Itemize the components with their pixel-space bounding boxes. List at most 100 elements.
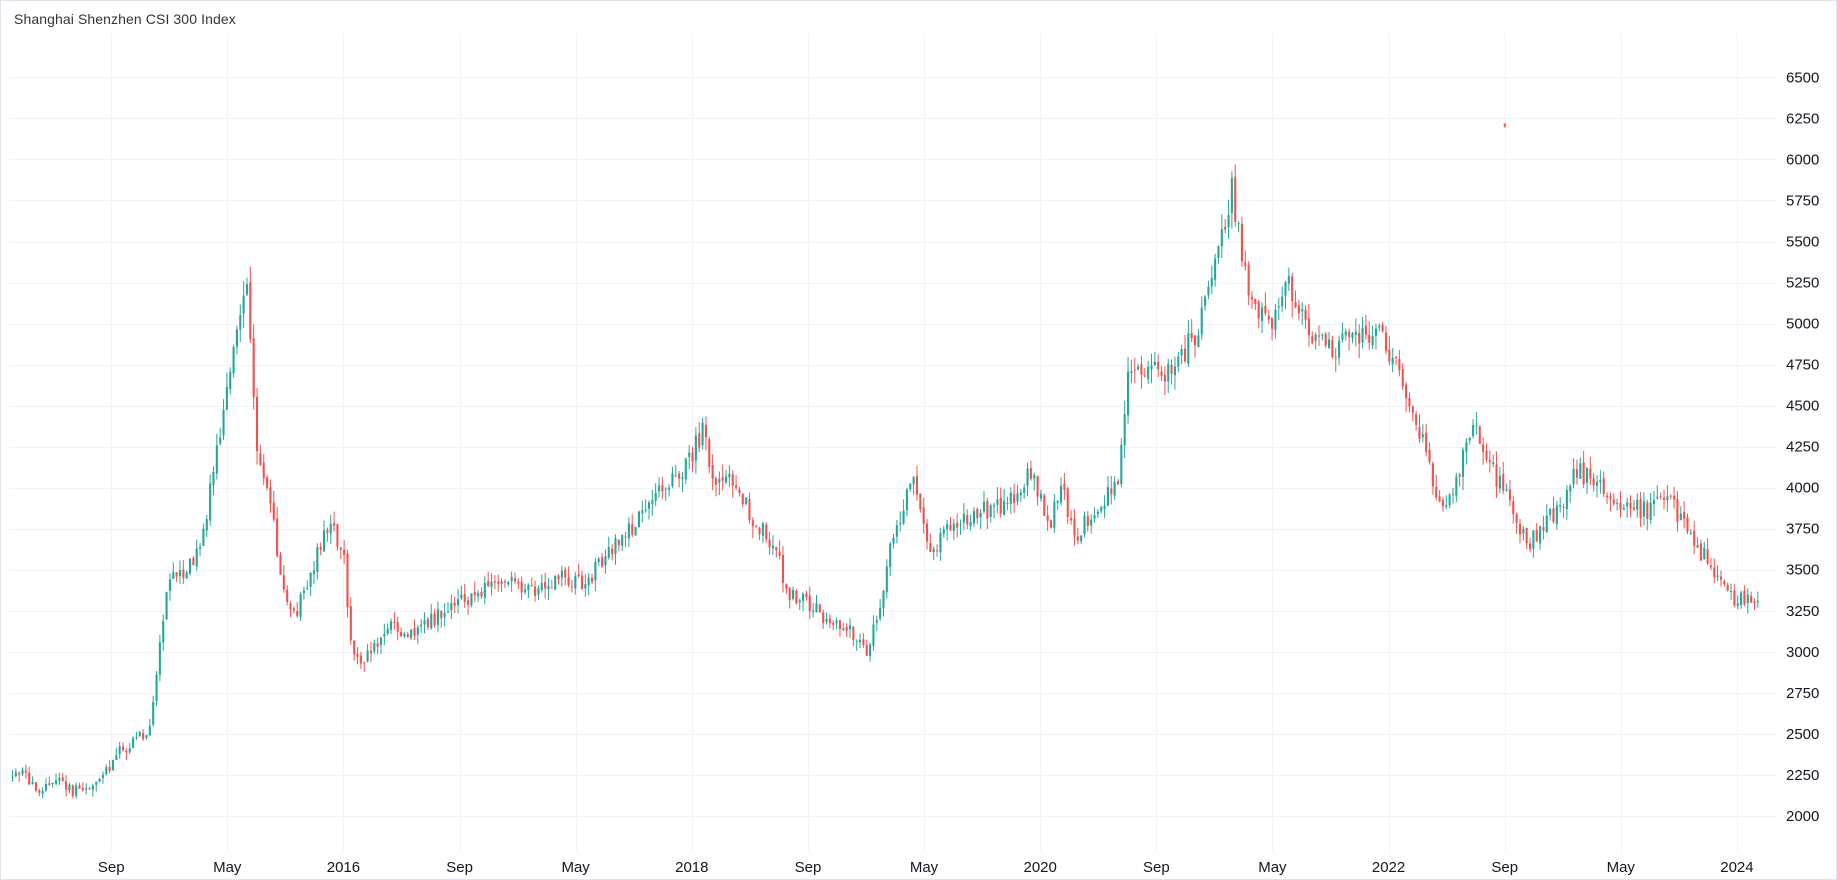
candle-body <box>1334 356 1337 358</box>
candle-down <box>1160 366 1163 382</box>
candle-body <box>1669 495 1672 497</box>
candle-body <box>1234 177 1237 222</box>
candle-body <box>1033 475 1036 479</box>
candle-body <box>319 546 322 550</box>
candle-up <box>1652 491 1656 517</box>
candle-down <box>1036 475 1039 506</box>
candle-body <box>1441 500 1444 507</box>
candle-body <box>1137 366 1140 370</box>
candle-body <box>989 505 992 518</box>
candle-down <box>741 493 744 508</box>
candle-body <box>520 582 523 593</box>
candle-body <box>838 620 841 630</box>
candle-up <box>1103 495 1106 519</box>
candle-up <box>1026 462 1029 496</box>
candle-body <box>647 502 651 509</box>
candle-up <box>1341 322 1344 343</box>
candle-down <box>1170 359 1173 385</box>
x-tick-label: May <box>1607 859 1636 876</box>
candle-up <box>158 635 161 682</box>
candle-body <box>708 439 711 467</box>
candle-up <box>942 525 945 538</box>
candle-down <box>1673 486 1676 509</box>
candle-down <box>359 651 362 669</box>
candle-down <box>1163 366 1166 395</box>
candle-up <box>1729 583 1733 600</box>
candle-body <box>781 554 785 583</box>
candle-body <box>128 748 131 752</box>
candle-down <box>1535 523 1538 543</box>
candle-up <box>188 557 192 576</box>
candle-body <box>590 577 594 582</box>
candle-up <box>111 759 115 771</box>
candle-body <box>915 476 919 495</box>
candle-down <box>852 626 855 647</box>
candle-body <box>1736 603 1739 606</box>
x-tick-label: Sep <box>98 859 125 876</box>
candle-body <box>296 611 299 616</box>
candle-body <box>621 534 624 546</box>
candle-body <box>540 583 543 591</box>
candle-body <box>336 524 339 547</box>
candle-down <box>1733 584 1736 608</box>
candle-up <box>242 281 245 329</box>
candle-body <box>18 773 21 775</box>
candle-up <box>162 614 165 651</box>
candle-body <box>1351 333 1354 339</box>
candle-body <box>741 493 744 505</box>
candle-down <box>570 579 573 593</box>
candle-body <box>1049 520 1053 528</box>
candle-up <box>1023 483 1026 499</box>
candle-body <box>1709 565 1712 568</box>
candle-body <box>986 500 989 519</box>
candle-down <box>453 596 456 614</box>
candle-body <box>1207 286 1210 296</box>
candle-body <box>627 523 630 539</box>
candle-down <box>276 506 279 558</box>
candle-up <box>1656 485 1659 500</box>
candle-body <box>1639 499 1642 519</box>
y-tick-label: 6250 <box>1786 110 1819 127</box>
y-tick-label: 2250 <box>1786 767 1819 784</box>
candle-body <box>1294 302 1297 308</box>
candle-down <box>1294 290 1297 309</box>
candle-down <box>182 560 185 585</box>
candle-up <box>1461 447 1465 491</box>
candle-down <box>517 578 520 590</box>
candle-up <box>1740 590 1743 609</box>
candle-body <box>611 548 614 555</box>
candle-down <box>698 422 701 453</box>
candle-down <box>1364 314 1367 340</box>
candle-down <box>788 587 791 609</box>
candle-down <box>480 587 483 599</box>
candle-up <box>1287 267 1290 291</box>
candle-body <box>523 589 527 593</box>
candle-up <box>1210 265 1213 295</box>
candle-body <box>1388 349 1391 362</box>
candle-body <box>51 782 54 785</box>
candle-up <box>460 585 463 601</box>
candle-up <box>791 586 795 601</box>
candle-body <box>88 788 91 790</box>
candle-down <box>966 509 969 530</box>
candle-down <box>1257 299 1260 329</box>
candle-up <box>879 598 882 621</box>
candle-down <box>497 574 500 592</box>
candle-up <box>202 523 205 546</box>
candle-body <box>1321 334 1324 336</box>
candle-body <box>433 613 436 626</box>
candle-body <box>1378 325 1381 328</box>
candle-up <box>895 519 898 544</box>
candle-body <box>1616 502 1619 504</box>
y-tick-label: 4500 <box>1786 398 1819 415</box>
candle-body <box>383 633 386 637</box>
candle-down <box>28 766 31 785</box>
candle-up <box>446 602 450 613</box>
candle-body <box>1626 502 1629 507</box>
candle-body <box>711 464 714 479</box>
candle-body <box>1656 496 1659 499</box>
candle-body <box>641 510 644 514</box>
candle-body <box>1468 437 1471 441</box>
candle-up <box>647 500 651 520</box>
